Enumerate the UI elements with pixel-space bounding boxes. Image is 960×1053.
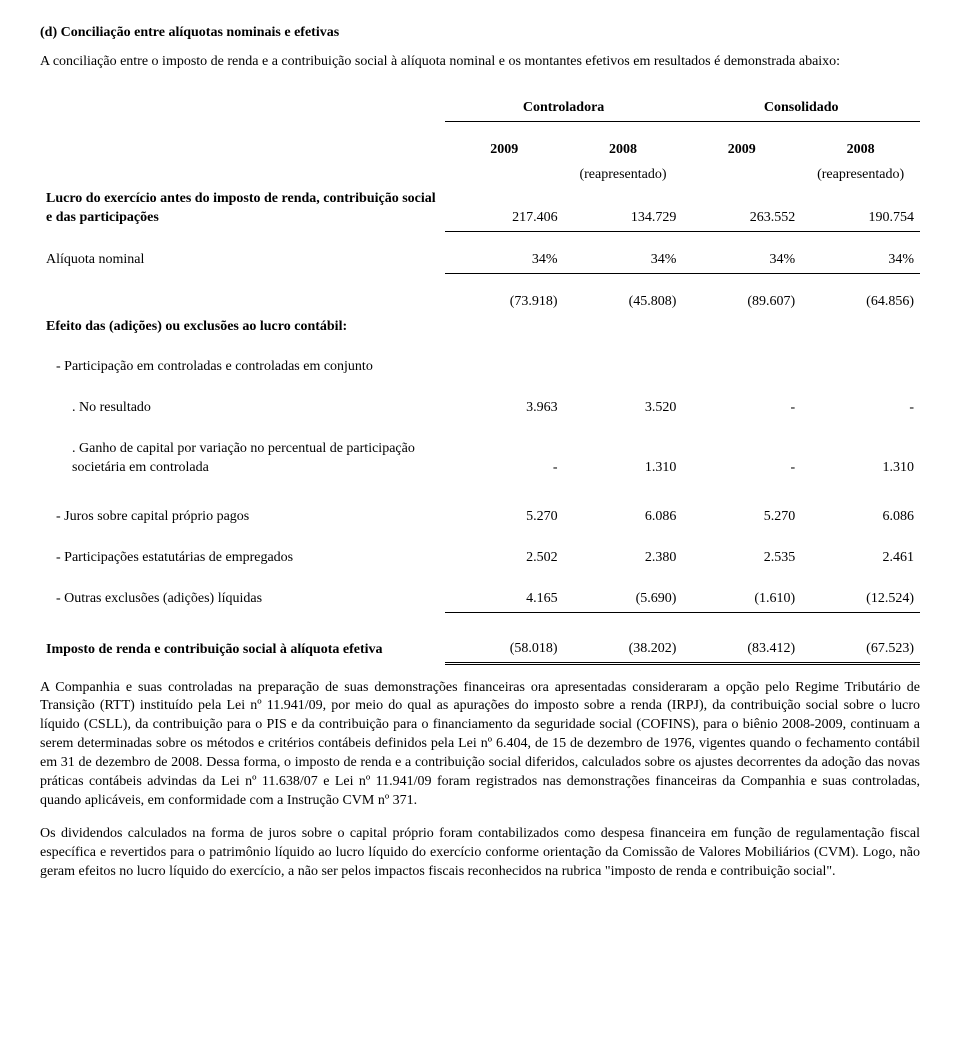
impacto-s2009: (89.607) <box>682 290 801 315</box>
label-juros: - Juros sobre capital próprio pagos <box>40 505 445 530</box>
outras-s2009: (1.610) <box>682 587 801 612</box>
label-total: Imposto de renda e contribuição social à… <box>40 637 445 663</box>
label-no-resultado: . No resultado <box>40 396 445 421</box>
row-aliquota: Alíquota nominal 34% 34% 34% 34% <box>40 248 920 273</box>
lucro-s2008: 190.754 <box>801 187 920 231</box>
label-ganho: . Ganho de capital por variação no perce… <box>40 437 445 481</box>
ganho-c2009: - <box>445 437 564 481</box>
total-s2008: (67.523) <box>801 637 920 663</box>
col-year-s2008: 2008 <box>801 138 920 163</box>
body-paragraph-2: Os dividendos calculados na forma de jur… <box>40 825 920 882</box>
ganho-s2009: - <box>682 437 801 481</box>
reap-row: (reapresentado) (reapresentado) <box>40 163 920 188</box>
row-ganho: . Ganho de capital por variação no perce… <box>40 437 920 481</box>
part-emp-s2008: 2.461 <box>801 546 920 571</box>
impacto-c2009: (73.918) <box>445 290 564 315</box>
juros-s2008: 6.086 <box>801 505 920 530</box>
lucro-c2009: 217.406 <box>445 187 564 231</box>
reconciliation-table: Controladora Consolidado 2009 2008 2009 … <box>40 96 920 665</box>
juros-s2009: 5.270 <box>682 505 801 530</box>
part-emp-c2009: 2.502 <box>445 546 564 571</box>
outras-c2008: (5.690) <box>564 587 683 612</box>
aliquota-s2009: 34% <box>682 248 801 273</box>
ganho-c2008: 1.310 <box>564 437 683 481</box>
impacto-s2008: (64.856) <box>801 290 920 315</box>
year-header-row: 2009 2008 2009 2008 <box>40 138 920 163</box>
impacto-c2008: (45.808) <box>564 290 683 315</box>
col-year-c2009: 2009 <box>445 138 564 163</box>
group-header-controladora: Controladora <box>445 96 683 121</box>
lucro-s2009: 263.552 <box>682 187 801 231</box>
label-efeito: Efeito das (adições) ou exclusões ao luc… <box>40 315 445 340</box>
group-header-row: Controladora Consolidado <box>40 96 920 121</box>
juros-c2008: 6.086 <box>564 505 683 530</box>
reap-c2008: (reapresentado) <box>564 163 683 188</box>
col-year-c2008: 2008 <box>564 138 683 163</box>
total-c2009: (58.018) <box>445 637 564 663</box>
group-header-consolidado: Consolidado <box>682 96 920 121</box>
lucro-c2008: 134.729 <box>564 187 683 231</box>
col-year-s2009: 2009 <box>682 138 801 163</box>
juros-c2009: 5.270 <box>445 505 564 530</box>
outras-c2009: 4.165 <box>445 587 564 612</box>
total-s2009: (83.412) <box>682 637 801 663</box>
label-part-emp: - Participações estatutárias de empregad… <box>40 546 445 571</box>
label-aliquota: Alíquota nominal <box>40 248 445 273</box>
aliquota-c2009: 34% <box>445 248 564 273</box>
ganho-s2008: 1.310 <box>801 437 920 481</box>
row-total: Imposto de renda e contribuição social à… <box>40 637 920 663</box>
body-paragraph-1: A Companhia e suas controladas na prepar… <box>40 679 920 811</box>
no-resultado-s2009: - <box>682 396 801 421</box>
row-impacto: (73.918) (45.808) (89.607) (64.856) <box>40 290 920 315</box>
row-outras: - Outras exclusões (adições) líquidas 4.… <box>40 587 920 612</box>
part-emp-s2009: 2.535 <box>682 546 801 571</box>
row-lucro: Lucro do exercício antes do imposto de r… <box>40 187 920 231</box>
aliquota-s2008: 34% <box>801 248 920 273</box>
no-resultado-s2008: - <box>801 396 920 421</box>
row-juros: - Juros sobre capital próprio pagos 5.27… <box>40 505 920 530</box>
row-efeito-header: Efeito das (adições) ou exclusões ao luc… <box>40 315 920 340</box>
row-participacao-header: - Participação em controladas e controla… <box>40 355 920 380</box>
no-resultado-c2008: 3.520 <box>564 396 683 421</box>
label-outras: - Outras exclusões (adições) líquidas <box>40 587 445 612</box>
label-lucro: Lucro do exercício antes do imposto de r… <box>40 187 445 231</box>
label-participacao: - Participação em controladas e controla… <box>40 355 445 380</box>
outras-s2008: (12.524) <box>801 587 920 612</box>
row-no-resultado: . No resultado 3.963 3.520 - - <box>40 396 920 421</box>
row-part-emp: - Participações estatutárias de empregad… <box>40 546 920 571</box>
part-emp-c2008: 2.380 <box>564 546 683 571</box>
no-resultado-c2009: 3.963 <box>445 396 564 421</box>
intro-paragraph: A conciliação entre o imposto de renda e… <box>40 53 920 72</box>
total-c2008: (38.202) <box>564 637 683 663</box>
reap-s2008: (reapresentado) <box>801 163 920 188</box>
section-title: (d) Conciliação entre alíquotas nominais… <box>40 24 920 43</box>
aliquota-c2008: 34% <box>564 248 683 273</box>
